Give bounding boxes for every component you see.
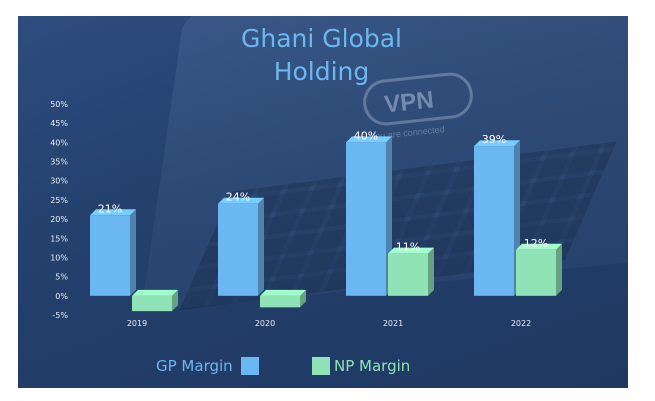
legend-swatch-np-margin — [312, 357, 330, 375]
bar-top — [516, 243, 562, 250]
bar-top — [388, 247, 434, 254]
y-tick-label: 50% — [50, 100, 68, 109]
bar-top — [132, 289, 178, 296]
data-label: 12% — [524, 237, 548, 250]
bar-side — [130, 209, 136, 296]
data-label: 21% — [98, 202, 122, 215]
bar-side — [172, 289, 178, 312]
y-tick-label: 20% — [50, 215, 68, 224]
y-tick-label: 10% — [50, 253, 68, 262]
chart-card: VPN You are connected — [18, 16, 628, 388]
legend-label-gp-margin: GP Margin — [156, 357, 233, 375]
data-label: 24% — [226, 191, 250, 204]
chart-title-line-2: Holding — [273, 57, 370, 86]
bar — [346, 142, 386, 296]
legend-item-gp-margin: GP Margin — [156, 353, 259, 379]
x-tick-label: 2019 — [127, 319, 147, 328]
bar — [132, 295, 172, 312]
x-tick-label: 2022 — [511, 319, 531, 328]
legend-swatch-gp-margin — [240, 357, 259, 375]
y-tick-label: 5% — [55, 273, 68, 282]
chart-title: Ghani Global Holding — [0, 22, 643, 88]
chart-title-line-1: Ghani Global — [240, 24, 403, 53]
bar — [260, 295, 300, 308]
y-tick-label: -5% — [52, 311, 68, 320]
y-tick-label: 0% — [55, 292, 68, 301]
bar-side — [300, 289, 306, 308]
bar — [388, 253, 428, 296]
y-tick-label: 35% — [50, 158, 68, 167]
legend-item-np-margin: NP Margin — [312, 353, 410, 379]
y-tick-label: 45% — [50, 119, 68, 128]
legend-label-np-margin: NP Margin — [334, 357, 411, 375]
y-tick-label: 25% — [50, 196, 68, 205]
bar-top — [90, 209, 136, 216]
bar-side — [258, 197, 264, 296]
y-tick-label: 40% — [50, 138, 68, 147]
bar-top — [218, 197, 264, 204]
y-tick-label: 30% — [50, 177, 68, 186]
bar — [516, 249, 556, 296]
bar-top — [474, 140, 520, 147]
bar-side — [428, 247, 434, 296]
bar-top — [346, 136, 392, 143]
bar-top — [260, 289, 306, 296]
chart-legend: GP Margin NP Margin — [0, 353, 655, 381]
bar-side — [556, 243, 562, 296]
x-tick-label: 2021 — [383, 319, 403, 328]
bar — [218, 203, 258, 296]
x-tick-label: 2020 — [255, 319, 275, 328]
bar — [90, 215, 130, 296]
y-tick-label: 15% — [50, 234, 68, 243]
bar — [474, 146, 514, 296]
data-label: 40% — [354, 129, 378, 142]
data-label: 11% — [396, 241, 420, 254]
data-label: 39% — [482, 133, 506, 146]
